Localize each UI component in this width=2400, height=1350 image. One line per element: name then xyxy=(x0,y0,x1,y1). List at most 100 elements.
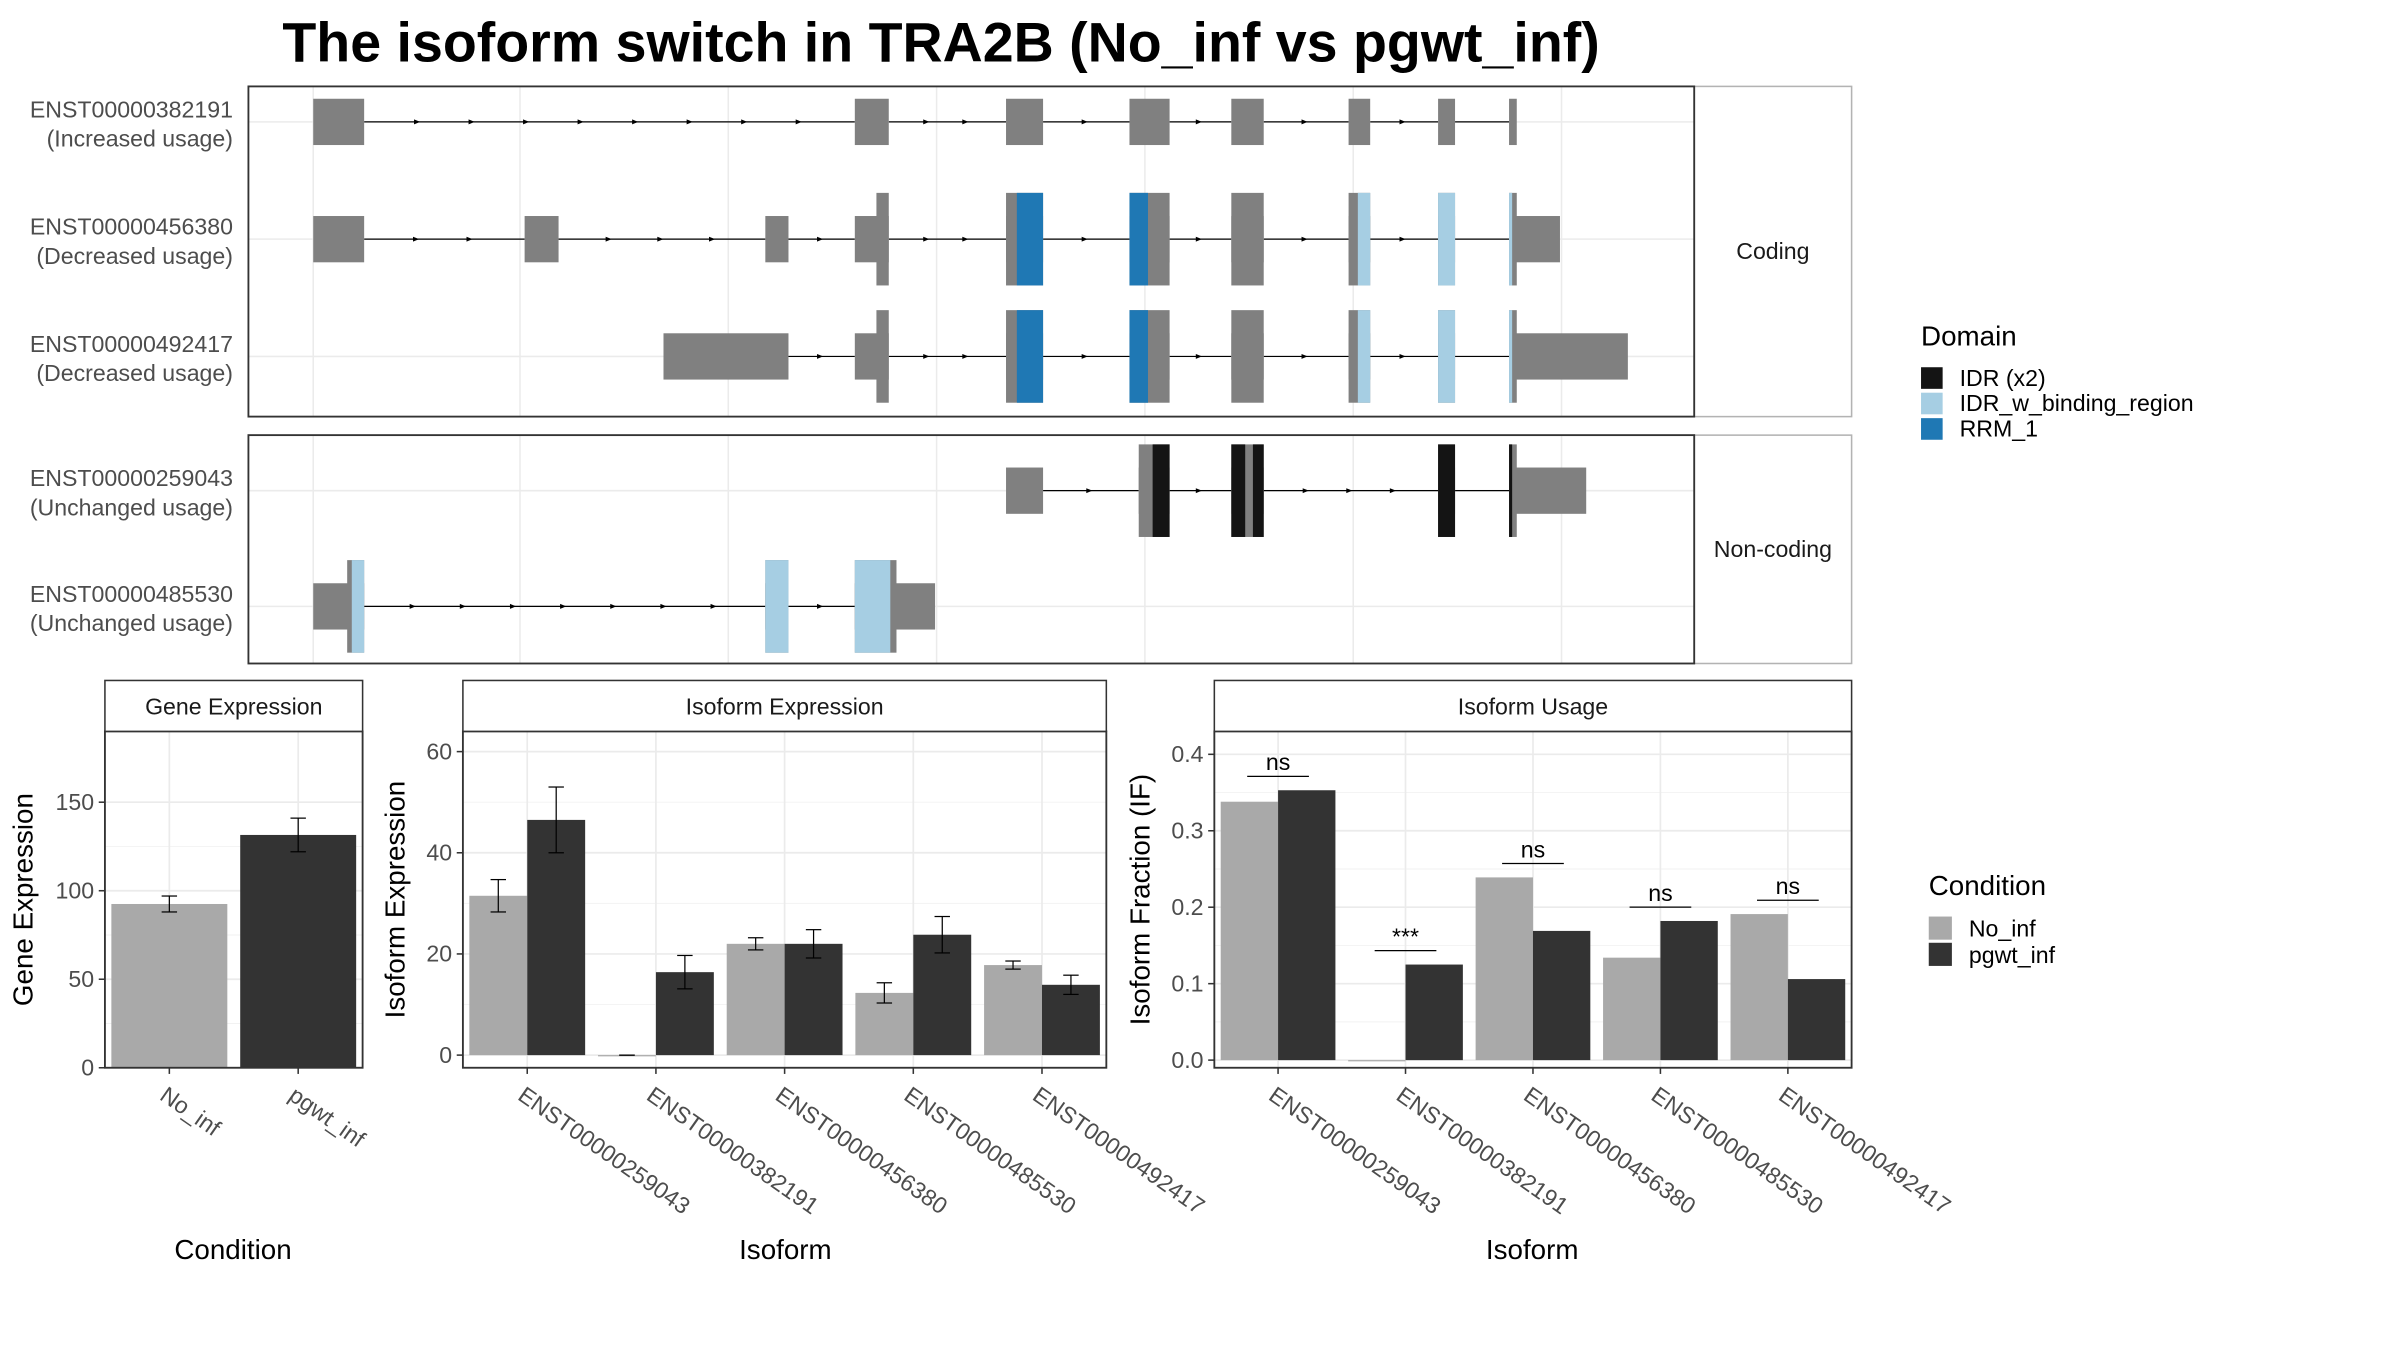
coding-exon xyxy=(876,310,889,403)
legend-key xyxy=(1921,418,1943,440)
intron-arrow xyxy=(459,603,466,609)
exon xyxy=(1509,216,1560,263)
panel-title: Isoform Expression xyxy=(686,693,884,719)
bar-no_inf xyxy=(1730,914,1788,1061)
gene-expression-plot: 0 50 100 150 No_inf pgwt_inf Gene Expression Ge… xyxy=(7,679,370,1265)
significance-label: *** xyxy=(1392,923,1419,949)
intron-arrow xyxy=(817,236,824,242)
bar-no_inf xyxy=(984,965,1042,1056)
panel-title: Gene Expression xyxy=(145,693,322,719)
domain-idr-x2- xyxy=(1252,444,1264,537)
exon xyxy=(1129,98,1170,146)
bar-no_inf xyxy=(726,943,785,1056)
y-tick-label: 60 xyxy=(426,738,452,764)
intron-arrow xyxy=(1081,119,1088,125)
transcript-usage-label: (Decreased usage) xyxy=(36,243,233,269)
exon xyxy=(854,98,889,146)
y-axis-title: Gene Expression xyxy=(7,793,38,1006)
intron-arrow xyxy=(1081,353,1088,359)
transcript-usage-label: (Increased usage) xyxy=(47,126,233,152)
intron-arrow xyxy=(610,603,617,609)
intron-arrow xyxy=(962,353,969,359)
x-axis-title: Isoform xyxy=(1486,1234,1579,1265)
exon xyxy=(1231,98,1264,146)
y-tick-label: 0 xyxy=(439,1042,452,1068)
legend-title-condition: Condition xyxy=(1929,870,2046,901)
y-tick-label: 40 xyxy=(426,839,452,865)
y-axis-title: Isoform Fraction (IF) xyxy=(1125,774,1156,1025)
bar-no_inf xyxy=(111,903,228,1068)
legend-label: IDR (x2) xyxy=(1960,365,2046,391)
isoform-expression-plot: 0204060ENST00000259043ENST00000382191ENS… xyxy=(379,679,1210,1265)
intron-arrow xyxy=(409,603,416,609)
bar-pgwt_inf xyxy=(1532,930,1591,1061)
bar-pgwt_inf xyxy=(1787,979,1846,1061)
intron-arrow xyxy=(923,353,930,359)
intron-arrow xyxy=(466,236,473,242)
intron-arrow xyxy=(657,236,664,242)
coding-exon xyxy=(1509,310,1517,403)
bar-pgwt_inf xyxy=(1660,920,1718,1061)
domain-idr-x2- xyxy=(1509,444,1513,537)
strip-background xyxy=(104,679,364,733)
legend-label: RRM_1 xyxy=(1960,416,2038,442)
transcript-usage-label: (Unchanged usage) xyxy=(30,494,233,520)
intron-arrow xyxy=(923,119,930,125)
intron-arrow xyxy=(414,119,421,125)
y-axis-title: Isoform Expression xyxy=(379,781,410,1019)
intron-arrow xyxy=(560,603,567,609)
strip-label-0: Coding xyxy=(1736,238,1809,264)
exon xyxy=(1006,98,1044,146)
intron-arrow xyxy=(686,119,693,125)
domain-idr-w-binding-region xyxy=(1438,192,1456,286)
intron-arrow xyxy=(660,603,667,609)
intron-arrow xyxy=(817,353,824,359)
transcript-id-label: ENST00000259043 xyxy=(30,465,233,491)
coding-exon xyxy=(1231,310,1264,403)
intron-arrow xyxy=(468,119,475,125)
bar-no_inf xyxy=(1348,1060,1406,1062)
intron-arrow xyxy=(962,236,969,242)
bar-no_inf xyxy=(1475,877,1533,1061)
strip-background xyxy=(1693,434,1853,665)
structure-panel-border xyxy=(247,434,1696,665)
x-axis-title: Isoform xyxy=(739,1234,832,1265)
intron-arrow xyxy=(509,603,517,609)
strip-background xyxy=(1693,85,1853,418)
y-tick-label: 0.1 xyxy=(1171,970,1203,996)
domain-idr-w-binding-region xyxy=(765,560,789,653)
intron-arrow xyxy=(605,236,612,242)
y-tick-label: 150 xyxy=(56,789,95,815)
y-tick-label: 100 xyxy=(56,877,95,903)
domain-rrm-1 xyxy=(1016,310,1044,403)
strip-label-1: Non-coding xyxy=(1714,536,1832,562)
exon xyxy=(1509,98,1517,146)
coding-exon xyxy=(1509,444,1517,537)
legend-key xyxy=(1928,942,1952,966)
significance-label: ns xyxy=(1266,749,1290,775)
structure-panel-bg xyxy=(248,86,1695,417)
significance-label: ns xyxy=(1648,880,1672,906)
domain-idr-x2- xyxy=(1152,444,1170,537)
intron-arrow xyxy=(1301,236,1308,242)
domain-idr-w-binding-region xyxy=(1438,310,1456,403)
bar-pgwt_inf xyxy=(784,943,843,1056)
intron-arrow xyxy=(1399,119,1406,125)
intron-arrow xyxy=(577,119,584,125)
domain-rrm-1 xyxy=(1129,310,1148,403)
legend-key xyxy=(1921,367,1943,389)
exon xyxy=(1438,98,1456,146)
intron-arrow xyxy=(1301,353,1308,359)
y-tick-label: 0.2 xyxy=(1171,894,1203,920)
y-tick-label: 0.4 xyxy=(1171,741,1203,767)
domain-idr-x2- xyxy=(1438,444,1456,537)
bar-no_inf xyxy=(1603,957,1661,1061)
domain-rrm-1 xyxy=(1129,192,1148,286)
y-tick-label: 0.3 xyxy=(1171,817,1203,843)
domain-idr-w-binding-region xyxy=(351,560,365,653)
intron-arrow xyxy=(1195,119,1202,125)
domain-idr-x2- xyxy=(1231,444,1246,537)
